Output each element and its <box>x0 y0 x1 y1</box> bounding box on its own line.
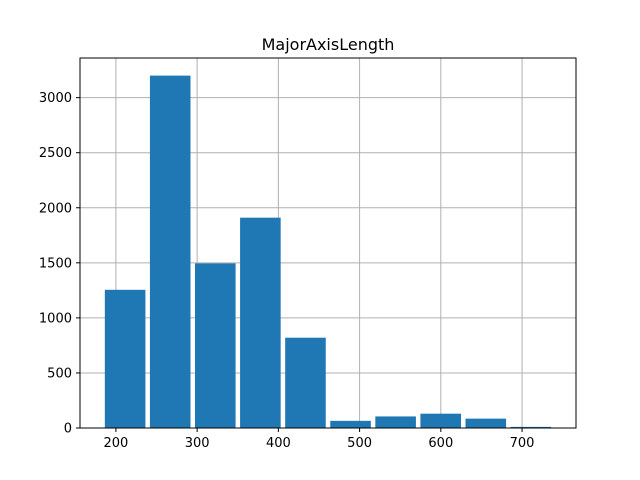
x-tick-label: 200 <box>103 436 128 451</box>
histogram-bar-8 <box>420 413 461 428</box>
x-tick-label: 300 <box>185 436 210 451</box>
histogram-bar-7 <box>375 416 416 428</box>
histogram-bar-3 <box>195 263 236 428</box>
y-tick-label: 2000 <box>39 201 72 216</box>
histogram-bar-10 <box>510 426 552 428</box>
plot-frame <box>79 57 577 429</box>
histogram-bar-4 <box>240 217 281 428</box>
y-tick-label: 0 <box>64 422 72 437</box>
y-tick-label: 2500 <box>39 146 72 161</box>
bars <box>104 75 552 428</box>
y-tick-label: 3000 <box>39 91 72 106</box>
x-tick-label: 400 <box>266 436 291 451</box>
chart-title: MajorAxisLength <box>262 35 395 54</box>
x-tick-label: 600 <box>428 436 453 451</box>
histogram-bar-1 <box>104 289 146 428</box>
histogram-bar-2 <box>149 75 191 428</box>
x-tick-label: 700 <box>510 436 535 451</box>
x-tick-label: 500 <box>347 436 372 451</box>
histogram-bar-5 <box>285 337 326 428</box>
axis-ticks: 200 300 400 500 600 700 0 500 1000 1500 2000 2500 30… <box>39 91 535 451</box>
histogram-bar-9 <box>465 418 507 428</box>
histogram-bar-6 <box>330 420 371 428</box>
y-tick-label: 1000 <box>39 311 72 326</box>
y-tick-label: 1500 <box>39 256 72 271</box>
y-tick-label: 500 <box>47 366 72 381</box>
